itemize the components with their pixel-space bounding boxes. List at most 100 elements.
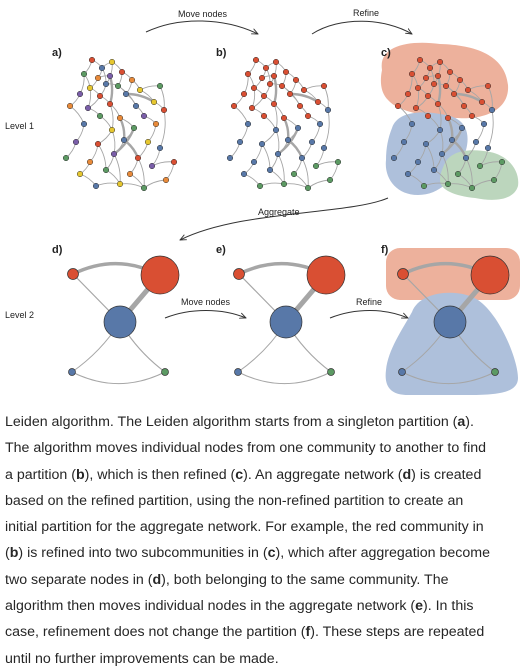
aggregate-label: Aggregate — [258, 207, 300, 217]
network-edge — [95, 182, 121, 187]
network-node — [320, 144, 328, 152]
network-node — [480, 120, 488, 128]
network-node — [122, 90, 130, 98]
network-node — [240, 170, 248, 178]
network-node — [144, 138, 152, 146]
network-node — [412, 104, 420, 112]
caption-line: a partition (b), which is then refined (… — [5, 466, 482, 483]
small-red-node — [233, 268, 245, 280]
network-node — [394, 102, 402, 110]
network-node — [108, 126, 116, 134]
aggregate-edge — [237, 371, 332, 385]
caption-line: Leiden algorithm. The Leiden algorithm s… — [5, 414, 474, 430]
network-node — [116, 114, 124, 122]
network-edge — [123, 139, 140, 159]
network-node — [244, 120, 252, 128]
network-edge — [287, 139, 304, 159]
network-node — [286, 90, 294, 98]
caption-panel-ref: d — [152, 571, 162, 588]
network-node — [416, 56, 424, 64]
network-node — [422, 140, 430, 148]
caption-panel-ref: d — [402, 466, 412, 483]
network-node — [430, 166, 438, 174]
network-node — [62, 154, 70, 162]
network-node — [304, 112, 312, 120]
network-node — [324, 106, 332, 114]
network-node — [436, 126, 444, 134]
panel-label-a: a) — [52, 47, 62, 59]
network-node — [152, 120, 160, 128]
caption-line: The algorithm moves individual nodes fro… — [5, 440, 487, 457]
network-node — [132, 102, 140, 110]
network-node — [140, 112, 148, 120]
leiden-diagram: a) b) c) d) e) f) Level 1 Level 2 Move n… — [5, 8, 520, 395]
network-node — [248, 104, 256, 112]
network-node — [150, 98, 158, 106]
network-node — [116, 180, 124, 188]
aggregate-network-f — [397, 255, 510, 385]
network-edge — [307, 179, 331, 189]
network-node — [226, 154, 234, 162]
network-node — [484, 144, 492, 152]
network-node — [86, 84, 94, 92]
network-edge — [118, 117, 126, 141]
network-node — [450, 90, 458, 98]
level-label-1: Level 1 — [5, 121, 34, 131]
network-node — [400, 138, 408, 146]
caption-panel-ref: e — [415, 598, 423, 615]
network-node — [266, 80, 274, 88]
caption-line: initial partition for the aggregate netw… — [5, 519, 484, 536]
network-node — [464, 86, 472, 94]
network-node — [468, 112, 476, 120]
network-node — [262, 64, 270, 72]
network-node — [266, 166, 274, 174]
panel-label-c: c) — [381, 47, 391, 59]
panel-label-b: b) — [216, 47, 227, 59]
network-node — [102, 80, 110, 88]
caption-line: based on the refined partition, using th… — [5, 492, 464, 509]
network-node — [414, 158, 422, 166]
network-node — [126, 170, 134, 178]
network-node — [102, 166, 110, 174]
small-red-node — [397, 268, 409, 280]
network-node — [390, 154, 398, 162]
network-node — [316, 120, 324, 128]
network-node — [94, 140, 102, 148]
network-node — [274, 150, 282, 158]
network-node — [468, 184, 476, 192]
large-red-node — [140, 255, 180, 295]
network-node — [76, 90, 84, 98]
network-b — [226, 56, 342, 192]
network-node — [498, 158, 506, 166]
network-node — [76, 170, 84, 178]
green-node — [161, 368, 169, 376]
refine-label-1: Refine — [353, 8, 379, 18]
network-node — [130, 124, 138, 132]
panel-label-f: f) — [381, 244, 389, 256]
network-edge — [159, 109, 166, 149]
blue-node — [103, 305, 137, 339]
aggregate-edge — [71, 371, 166, 385]
panel-label-d: d) — [52, 244, 63, 256]
network-node — [250, 158, 258, 166]
green-node — [327, 368, 335, 376]
blue-node — [269, 305, 303, 339]
caption-line: two separate nodes in (d), both belongin… — [5, 571, 449, 588]
refine-label-2: Refine — [356, 297, 382, 307]
caption-line: (b) is refined into two subcommunities i… — [5, 545, 490, 562]
network-node — [460, 102, 468, 110]
network-node — [94, 74, 102, 82]
step-arrows — [145, 20, 412, 318]
network-node — [240, 90, 248, 98]
network-node — [148, 162, 156, 170]
network-node — [280, 180, 288, 188]
network-node — [424, 92, 432, 100]
network-node — [134, 154, 142, 162]
network-node — [252, 56, 260, 64]
network-node — [258, 74, 266, 82]
network-node — [88, 56, 96, 64]
network-edge — [487, 109, 494, 149]
network-node — [296, 102, 304, 110]
network-node — [272, 58, 280, 66]
network-node — [312, 162, 320, 170]
